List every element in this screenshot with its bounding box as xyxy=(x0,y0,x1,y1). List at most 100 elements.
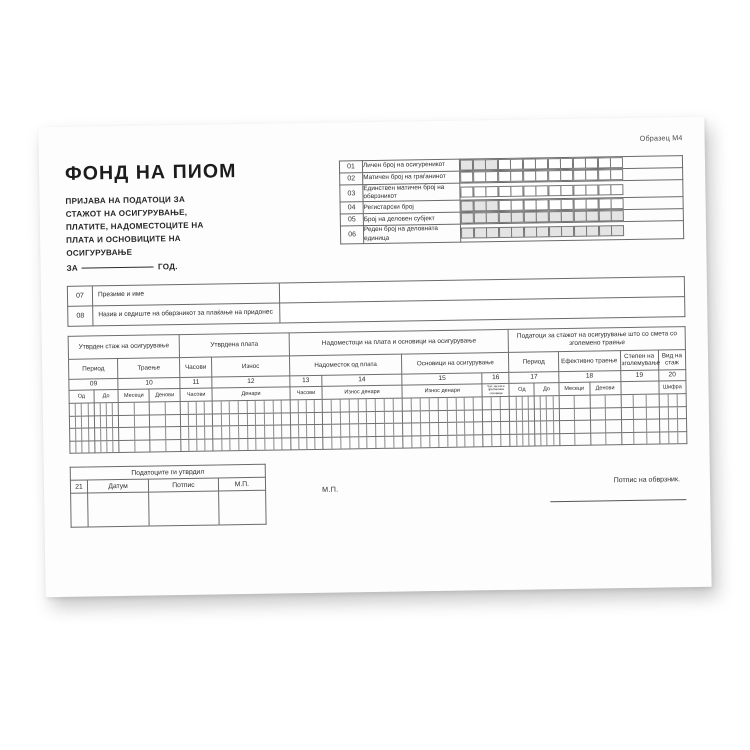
data-cell-from-1[interactable] xyxy=(69,440,95,454)
char-cells[interactable] xyxy=(590,408,620,420)
char-cell[interactable] xyxy=(460,227,475,239)
data-cell-days-2[interactable] xyxy=(590,419,622,433)
data-cell-to-1[interactable] xyxy=(94,415,119,429)
char-cell[interactable] xyxy=(560,211,575,223)
char-cell[interactable] xyxy=(597,157,611,169)
char-cells[interactable] xyxy=(181,439,212,452)
verification-number-field[interactable] xyxy=(70,493,89,528)
char-cell[interactable] xyxy=(610,210,625,222)
char-cell[interactable] xyxy=(498,212,512,224)
char-cell[interactable] xyxy=(497,185,512,197)
char-cell[interactable] xyxy=(598,225,613,237)
char-cells[interactable] xyxy=(659,394,685,407)
data-cell-degree[interactable] xyxy=(620,406,660,420)
char-cell[interactable] xyxy=(560,199,575,211)
char-cells[interactable] xyxy=(94,415,119,428)
char-cells[interactable] xyxy=(510,421,535,434)
data-cell-amount-1[interactable] xyxy=(322,398,403,413)
data-cell-days-1[interactable] xyxy=(149,414,181,428)
char-cell[interactable] xyxy=(560,169,574,182)
data-cell-to-2[interactable] xyxy=(534,395,560,409)
char-cell[interactable] xyxy=(473,200,487,212)
verification-date-field[interactable] xyxy=(87,492,150,528)
char-cells[interactable] xyxy=(150,415,180,427)
data-cell-hours-1[interactable] xyxy=(180,413,213,427)
data-cell-code[interactable] xyxy=(659,431,687,445)
data-cell-months-1[interactable] xyxy=(118,414,150,428)
char-cells[interactable] xyxy=(590,420,621,433)
data-cell-from-1[interactable] xyxy=(69,428,95,442)
signature-line[interactable] xyxy=(550,499,687,503)
data-cell-from-2[interactable] xyxy=(510,421,535,435)
char-cells[interactable] xyxy=(621,432,659,445)
char-cell[interactable] xyxy=(485,200,500,212)
data-cell-amount-1[interactable] xyxy=(322,435,404,450)
data-cell-months-1[interactable] xyxy=(118,402,150,416)
data-cell-base-hours[interactable] xyxy=(483,434,511,448)
char-cells[interactable] xyxy=(212,413,290,426)
char-cells[interactable] xyxy=(510,409,534,422)
char-cell[interactable] xyxy=(472,159,486,171)
data-cell-to-1[interactable] xyxy=(94,427,120,441)
char-cell[interactable] xyxy=(510,170,524,182)
char-cells[interactable] xyxy=(119,403,149,415)
char-cell[interactable] xyxy=(460,200,475,213)
char-cells[interactable] xyxy=(621,395,658,407)
char-cell[interactable] xyxy=(522,170,537,182)
char-cell[interactable] xyxy=(485,185,499,197)
char-cells[interactable] xyxy=(534,396,559,409)
data-cell-days-1[interactable] xyxy=(149,401,181,415)
char-cell[interactable] xyxy=(610,169,624,181)
char-cell[interactable] xyxy=(598,210,612,222)
char-cell[interactable] xyxy=(484,159,499,171)
char-cell[interactable] xyxy=(510,212,525,224)
data-cell-to-2[interactable] xyxy=(534,408,560,422)
data-cell-to-1[interactable] xyxy=(94,440,120,454)
data-cell-degree[interactable] xyxy=(621,419,660,433)
data-cell-hours-1[interactable] xyxy=(180,401,213,415)
char-cells[interactable] xyxy=(403,422,482,436)
data-cell-hours-1[interactable] xyxy=(180,426,213,440)
char-cells[interactable] xyxy=(119,415,149,428)
char-cells[interactable] xyxy=(213,438,290,451)
char-cell[interactable] xyxy=(610,198,625,210)
data-cell-from-2[interactable] xyxy=(510,433,536,447)
char-cells[interactable] xyxy=(181,426,212,439)
char-cell[interactable] xyxy=(460,186,474,198)
char-cell[interactable] xyxy=(572,184,587,196)
data-cell-to-2[interactable] xyxy=(534,433,560,447)
char-cells[interactable] xyxy=(69,403,94,416)
char-cell[interactable] xyxy=(585,198,600,211)
verification-signature-field[interactable] xyxy=(148,491,219,527)
data-cell-base-hours[interactable] xyxy=(482,396,510,410)
char-cell[interactable] xyxy=(610,225,625,237)
char-cell[interactable] xyxy=(609,157,624,169)
char-cell[interactable] xyxy=(597,183,612,196)
char-cell[interactable] xyxy=(547,158,561,170)
char-cells[interactable] xyxy=(180,401,212,414)
char-cell[interactable] xyxy=(573,211,587,223)
char-cell[interactable] xyxy=(522,158,536,170)
char-cells[interactable] xyxy=(559,396,589,408)
char-cells[interactable] xyxy=(535,421,559,434)
char-cells[interactable] xyxy=(590,433,621,445)
char-cells[interactable] xyxy=(535,433,559,446)
data-cell-days-2[interactable] xyxy=(589,394,621,408)
char-cell[interactable] xyxy=(548,226,563,238)
char-cells[interactable] xyxy=(94,440,119,453)
checkbox-grid[interactable] xyxy=(460,183,682,198)
char-cell[interactable] xyxy=(598,198,612,210)
char-cells[interactable] xyxy=(621,407,658,420)
verification-stamp-field[interactable] xyxy=(218,490,267,526)
char-cell[interactable] xyxy=(585,184,599,196)
char-cells[interactable] xyxy=(621,420,659,432)
char-cell[interactable] xyxy=(535,184,549,197)
char-cell[interactable] xyxy=(559,157,574,170)
char-cell[interactable] xyxy=(485,171,499,183)
char-cells[interactable] xyxy=(180,414,212,427)
char-cells[interactable] xyxy=(510,396,534,409)
char-cells[interactable] xyxy=(482,397,509,410)
data-cell-hours-2[interactable] xyxy=(290,399,323,413)
char-cell[interactable] xyxy=(573,199,587,211)
data-cell-hours-2[interactable] xyxy=(290,437,323,451)
